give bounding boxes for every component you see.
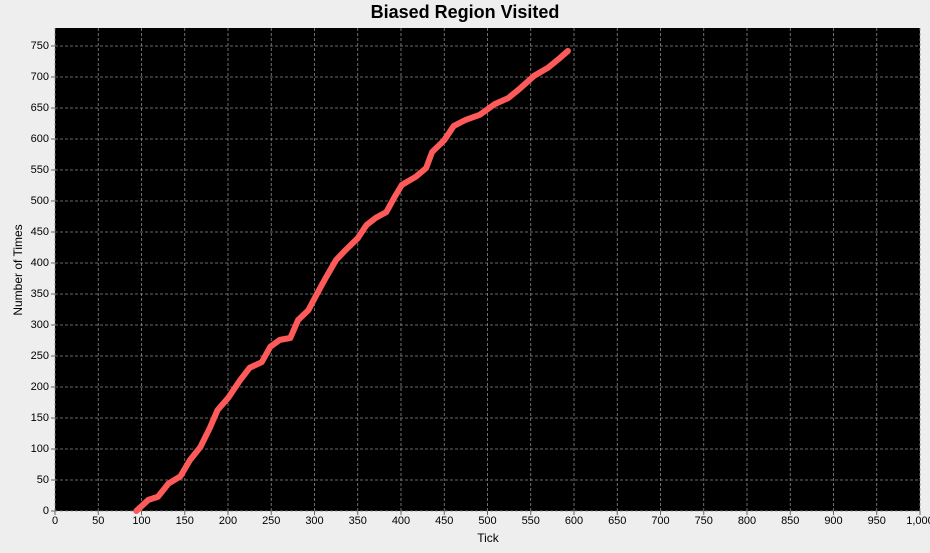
y-tick-label: 400 bbox=[31, 257, 49, 269]
y-tick-label: 650 bbox=[31, 102, 49, 114]
x-tick-label: 1,000 bbox=[906, 515, 930, 527]
x-tick-label: 0 bbox=[52, 515, 58, 527]
x-tick-label: 500 bbox=[478, 515, 496, 527]
x-tick-label: 300 bbox=[305, 515, 323, 527]
data-line bbox=[133, 47, 571, 514]
x-tick-label: 600 bbox=[565, 515, 583, 527]
x-tick-label: 450 bbox=[435, 515, 453, 527]
y-tick-label: 750 bbox=[31, 40, 49, 52]
x-tick-label: 200 bbox=[219, 515, 237, 527]
y-tick-label: 200 bbox=[31, 381, 49, 393]
y-tick-label: 300 bbox=[31, 319, 49, 331]
x-tick-label: 150 bbox=[176, 515, 194, 527]
x-tick-label: 100 bbox=[132, 515, 150, 527]
y-tick-label: 450 bbox=[31, 226, 49, 238]
y-tick-label: 700 bbox=[31, 71, 49, 83]
y-tick-label: 600 bbox=[31, 133, 49, 145]
x-tick-label: 350 bbox=[349, 515, 367, 527]
y-tick-label: 350 bbox=[31, 288, 49, 300]
x-tick-label: 900 bbox=[824, 515, 842, 527]
y-axis-label: Number of Times bbox=[11, 224, 25, 315]
x-tick-label: 850 bbox=[781, 515, 799, 527]
x-tick-label: 400 bbox=[392, 515, 410, 527]
y-tick-label: 250 bbox=[31, 350, 49, 362]
x-tick-label: 800 bbox=[738, 515, 756, 527]
y-tick-label: 550 bbox=[31, 164, 49, 176]
y-tick-label: 0 bbox=[43, 505, 49, 517]
chart-title: Biased Region Visited bbox=[371, 2, 560, 22]
x-tick-label: 250 bbox=[262, 515, 280, 527]
y-tick-label: 50 bbox=[37, 474, 49, 486]
y-tick-label: 150 bbox=[31, 412, 49, 424]
x-axis-label: Tick bbox=[477, 531, 500, 545]
y-tick-label: 500 bbox=[31, 195, 49, 207]
x-tick-label: 550 bbox=[522, 515, 540, 527]
x-tick-label: 950 bbox=[868, 515, 886, 527]
x-tick-label: 50 bbox=[92, 515, 104, 527]
y-tick-label: 100 bbox=[31, 443, 49, 455]
x-tick-label: 700 bbox=[651, 515, 669, 527]
x-tick-label: 750 bbox=[695, 515, 713, 527]
x-tick-label: 650 bbox=[608, 515, 626, 527]
